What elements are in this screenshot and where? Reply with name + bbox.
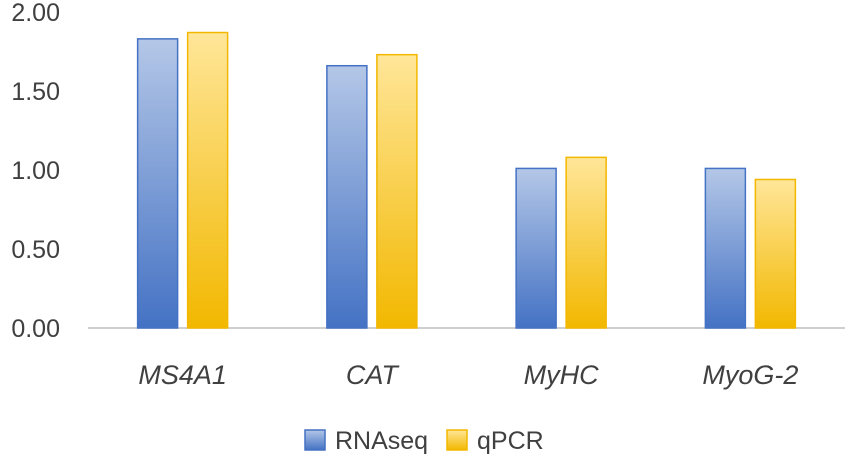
- x-tick-label: MS4A1: [138, 360, 227, 390]
- legend-swatch-qpcr: [446, 429, 468, 451]
- legend-swatch-rnaseq: [304, 429, 326, 451]
- bar-qpcr-cat: [376, 53, 418, 329]
- x-tick-label: MyoG-2: [702, 360, 798, 390]
- bar-qpcr-myhc: [565, 156, 607, 329]
- bar-qpcr-myog-2: [754, 178, 797, 329]
- x-axis: MS4A1 CAT MyHC MyoG-2: [138, 360, 798, 390]
- y-tick-label: 1.00: [11, 157, 60, 185]
- bars: [136, 31, 797, 329]
- bar-qpcr-ms4a1: [186, 31, 229, 329]
- x-tick-label: CAT: [346, 360, 401, 390]
- bar-rnaseq-myog-2: [704, 167, 747, 329]
- y-axis: 0.00 0.50 1.00 1.50 2.00: [11, 0, 60, 343]
- legend-label-qpcr: qPCR: [477, 427, 544, 455]
- bar-rnaseq-cat: [326, 64, 368, 329]
- y-tick-label: 2.00: [11, 0, 60, 27]
- y-tick-label: 0.00: [11, 315, 60, 343]
- legend-label-rnaseq: RNAseq: [335, 427, 428, 455]
- bar-rnaseq-myhc: [515, 167, 557, 329]
- x-tick-label: MyHC: [524, 360, 599, 390]
- y-tick-label: 1.50: [11, 78, 60, 106]
- y-tick-label: 0.50: [11, 236, 60, 264]
- legend: RNAseq qPCR: [304, 427, 544, 455]
- bar-rnaseq-ms4a1: [136, 38, 179, 329]
